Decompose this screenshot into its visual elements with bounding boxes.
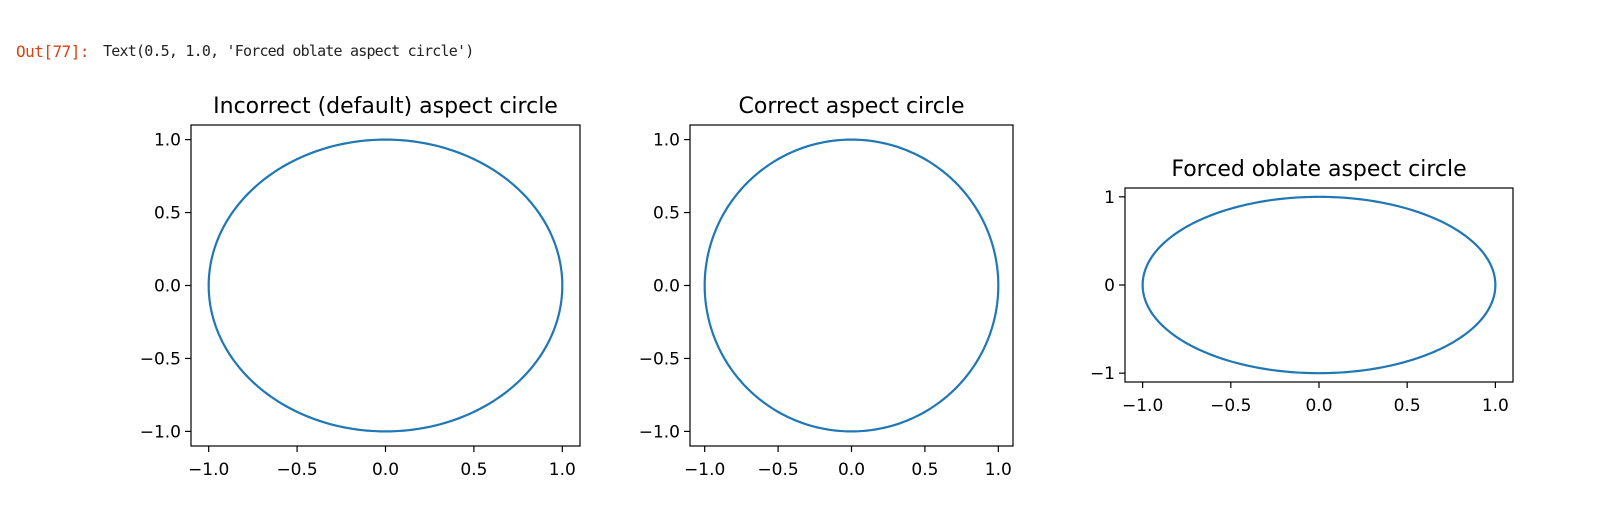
y-tick-label: 0.0 bbox=[653, 277, 680, 297]
output-prompt: Out[77]: bbox=[16, 41, 90, 61]
x-tick-label: −1.0 bbox=[188, 460, 229, 480]
axes-frame bbox=[1124, 187, 1514, 383]
y-tick-label: 0.5 bbox=[653, 204, 680, 224]
x-tick-label: 0.5 bbox=[460, 460, 487, 480]
x-tick-label: −0.5 bbox=[276, 460, 317, 480]
x-tick-label: −0.5 bbox=[1210, 396, 1251, 416]
x-tick-label: 1.0 bbox=[549, 460, 576, 480]
x-tick-label: 0.5 bbox=[911, 460, 938, 480]
y-tick-label: 0 bbox=[1104, 276, 1115, 296]
y-tick-label: −0.5 bbox=[140, 349, 181, 369]
y-tick-label: −1.0 bbox=[140, 422, 181, 442]
series-line-1 bbox=[703, 138, 1000, 433]
y-tick-label: 0.5 bbox=[154, 204, 181, 224]
y-tick-label: 0.0 bbox=[154, 277, 181, 297]
output-text: Text(0.5, 1.0, 'Forced oblate aspect cir… bbox=[103, 42, 474, 60]
y-tick-label: −1 bbox=[1090, 364, 1115, 384]
x-tick-label: −1.0 bbox=[1122, 396, 1163, 416]
series-line-1 bbox=[207, 138, 564, 433]
x-tick-label: 1.0 bbox=[985, 460, 1012, 480]
x-tick-label: 0.0 bbox=[1305, 396, 1332, 416]
x-tick-label: 0.5 bbox=[1394, 396, 1421, 416]
x-tick-label: 0.0 bbox=[372, 460, 399, 480]
x-tick-label: −0.5 bbox=[757, 460, 798, 480]
series-line-1 bbox=[1141, 195, 1497, 375]
chart-title: Forced oblate aspect circle bbox=[1171, 157, 1466, 182]
axes-frame bbox=[689, 124, 1014, 447]
subplot-3: Forced oblate aspect circle −1.0 −0.5 0.0 0.… bbox=[1090, 157, 1514, 416]
chart-title: Correct aspect circle bbox=[739, 94, 965, 119]
x-tick-label: −1.0 bbox=[684, 460, 725, 480]
y-tick-label: −0.5 bbox=[639, 349, 680, 369]
subplot-1: Incorrect (default) aspect circle −1.0 −0.… bbox=[140, 94, 581, 480]
subplot-2: Correct aspect circle −1.0 −0.5 0.0 0.5 1.0 −1… bbox=[639, 94, 1014, 480]
output-line: Out[77]: Text(0.5, 1.0, 'Forced oblate a… bbox=[16, 38, 474, 64]
x-tick-label: 1.0 bbox=[1482, 396, 1509, 416]
y-tick-label: −1.0 bbox=[639, 422, 680, 442]
y-tick-label: 1 bbox=[1104, 188, 1115, 208]
x-tick-label: 0.0 bbox=[838, 460, 865, 480]
y-tick-label: 1.0 bbox=[154, 131, 181, 151]
axes-frame bbox=[190, 124, 581, 447]
y-tick-label: 1.0 bbox=[653, 131, 680, 151]
chart-title: Incorrect (default) aspect circle bbox=[213, 94, 558, 119]
